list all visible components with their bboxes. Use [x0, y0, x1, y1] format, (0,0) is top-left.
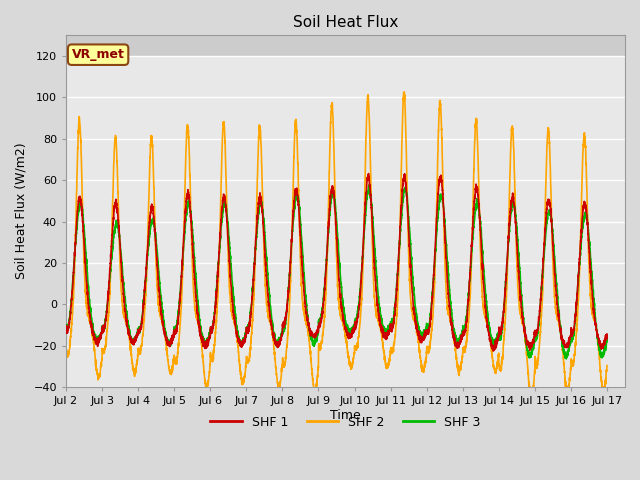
SHF 1 [316, 322, 324, 328]
SHF 1 [62, 323, 70, 328]
SHF 3 [603, 339, 611, 345]
SHF 3 [316, 316, 324, 322]
SHF 3 [563, 356, 570, 362]
SHF 2 [316, 344, 324, 350]
Y-axis label: Soil Heat Flux (W/m2): Soil Heat Flux (W/m2) [15, 143, 28, 279]
SHF 3 [488, 336, 496, 342]
SHF 2 [458, 358, 465, 364]
SHF 1 [365, 171, 372, 177]
SHF 3 [458, 331, 465, 336]
Title: Soil Heat Flux: Soil Heat Flux [293, 15, 398, 30]
SHF 1 [488, 346, 496, 352]
SHF 1 [458, 336, 465, 342]
SHF 2 [603, 363, 611, 369]
SHF 2 [603, 368, 611, 373]
SHF 1 [490, 348, 497, 354]
SHF 2 [159, 322, 167, 328]
SHF 1 [428, 301, 436, 307]
SHF 3 [365, 182, 373, 188]
X-axis label: Time: Time [330, 409, 361, 422]
SHF 3 [62, 322, 70, 327]
SHF 3 [603, 335, 611, 341]
Line: SHF 3: SHF 3 [66, 185, 607, 359]
SHF 2 [528, 397, 536, 403]
SHF 1 [603, 331, 611, 337]
Bar [66, 36, 625, 56]
Line: SHF 1: SHF 1 [66, 174, 607, 351]
SHF 3 [428, 300, 436, 305]
Text: VR_met: VR_met [72, 48, 125, 61]
SHF 1 [603, 336, 611, 341]
Line: SHF 2: SHF 2 [66, 92, 607, 400]
Legend: SHF 1, SHF 2, SHF 3: SHF 1, SHF 2, SHF 3 [205, 410, 486, 433]
SHF 3 [159, 313, 167, 319]
SHF 2 [62, 348, 70, 354]
SHF 2 [428, 328, 436, 334]
SHF 2 [488, 354, 496, 360]
SHF 1 [159, 323, 167, 329]
SHF 2 [401, 89, 408, 95]
